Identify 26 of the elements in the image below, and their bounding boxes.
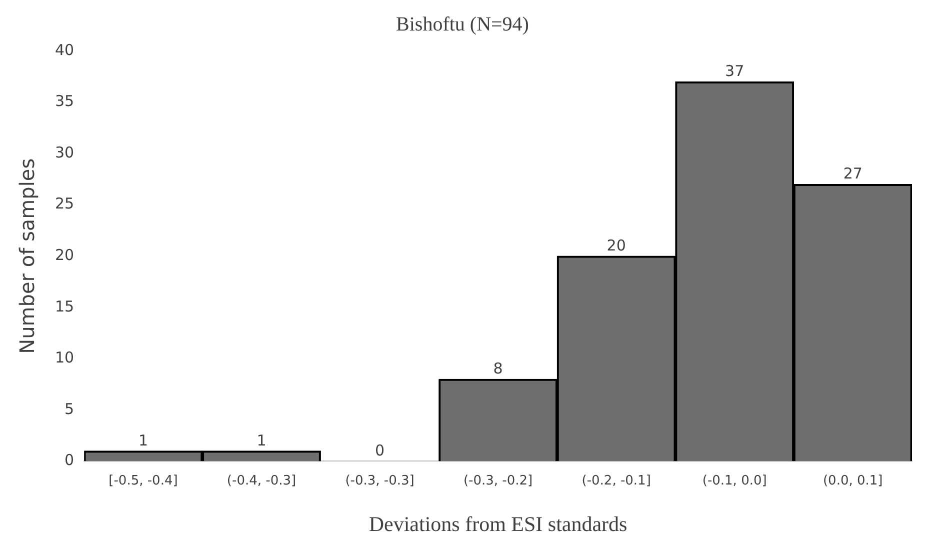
data-label: 1 <box>138 431 148 450</box>
x-tick-label: (-0.4, -0.3] <box>226 473 296 488</box>
y-axis-title: Number of samples <box>15 158 40 354</box>
chart-title: Bishoftu (N=94) <box>396 13 529 36</box>
y-tick-label: 10 <box>54 348 74 367</box>
y-tick-label: 30 <box>54 143 74 162</box>
y-tick-label: 35 <box>54 92 74 110</box>
x-tick-label: (-0.2, -0.1] <box>582 473 651 488</box>
data-label: 8 <box>493 360 503 378</box>
x-tick-label: (-0.1, 0.0] <box>702 473 767 488</box>
x-tick-label: (0.0, 0.1] <box>822 473 883 488</box>
y-tick-label: 15 <box>54 297 74 316</box>
y-tick-label: 20 <box>54 246 74 264</box>
x-tick-label: [-0.5, -0.4] <box>108 473 178 488</box>
x-tick-label: (-0.3, -0.3] <box>345 473 414 488</box>
data-label: 37 <box>725 62 744 80</box>
data-label: 27 <box>843 164 862 183</box>
y-tick-label: 25 <box>54 194 74 213</box>
data-label: 0 <box>374 442 385 460</box>
y-tick-label: 5 <box>64 400 74 418</box>
x-tick-label: (-0.3, -0.2] <box>463 473 533 488</box>
data-label: 1 <box>256 431 266 450</box>
data-label: 20 <box>606 236 626 254</box>
y-tick-label: 0 <box>64 451 74 470</box>
x-axis-title: Deviations from ESI standards <box>368 512 628 536</box>
y-tick-label: 40 <box>54 40 74 59</box>
